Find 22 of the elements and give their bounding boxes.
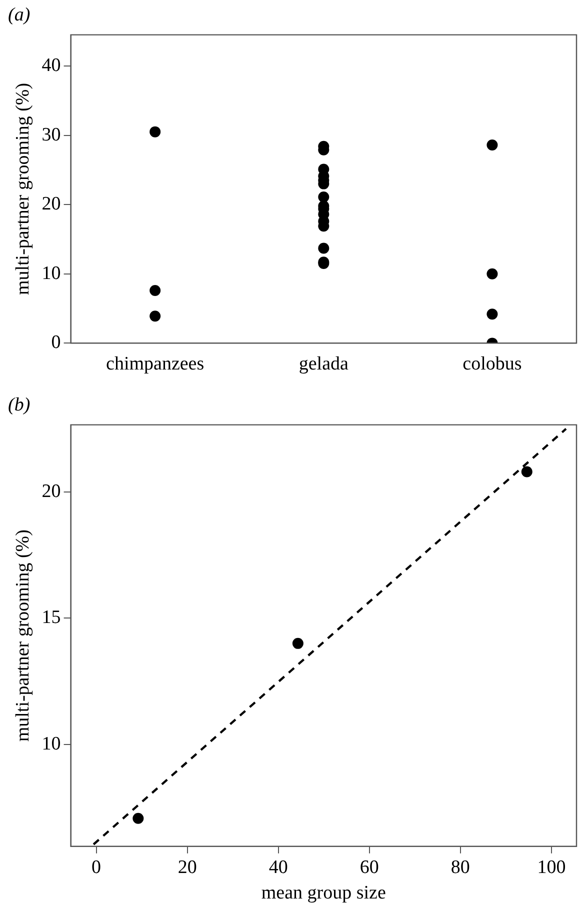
x-tick-label: chimpanzees	[106, 354, 204, 375]
y-tick-label: 20	[42, 480, 61, 502]
x-tick-label: 20	[178, 856, 197, 878]
y-tick-label: 40	[42, 54, 61, 76]
y-axis-title: multi-partner grooming (%)	[12, 530, 34, 742]
x-tick-label: 60	[360, 856, 379, 878]
chart-title: (b)	[8, 394, 30, 416]
x-tick-label: colobus	[462, 354, 522, 375]
y-tick-label: 20	[42, 194, 61, 215]
y-tick-label: 15	[42, 607, 61, 628]
x-tick-label: 100	[537, 856, 566, 878]
x-tick-label: 80	[450, 856, 470, 878]
y-tick-label: 10	[42, 262, 61, 284]
x-tick-label: 0	[92, 856, 102, 878]
y-tick-label: 10	[42, 733, 61, 754]
chart-title: (a)	[8, 4, 30, 26]
y-axis-title: multi-partner grooming (%)	[12, 82, 34, 296]
x-axis-title: mean group size	[261, 882, 386, 904]
y-tick-label: 30	[42, 124, 61, 146]
x-tick-label: 40	[268, 856, 288, 878]
x-tick-label: gelada	[298, 354, 350, 375]
y-tick-label: 0	[51, 332, 61, 354]
